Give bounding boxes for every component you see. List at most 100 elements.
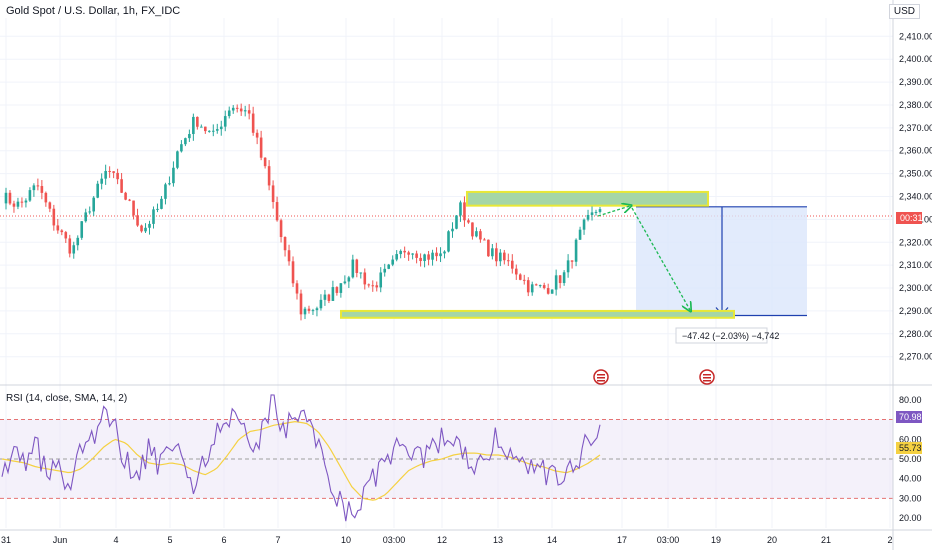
candle-body — [132, 200, 135, 216]
projection-arrow-down — [631, 207, 690, 310]
time-tick-label: 4 — [113, 535, 118, 545]
price-tick-label: 2,270.00 — [899, 352, 932, 362]
candle — [148, 220, 151, 235]
price-tick-label: 2,320.00 — [899, 237, 932, 247]
candle-body — [20, 201, 24, 203]
candle-body — [16, 201, 20, 207]
candle — [538, 284, 542, 288]
candle — [399, 249, 402, 259]
candle-body — [451, 228, 454, 232]
candle-body — [267, 166, 271, 186]
candle — [211, 124, 215, 137]
candle — [518, 273, 522, 281]
candle-body — [60, 230, 64, 233]
time-tick-label: 7 — [275, 535, 280, 545]
candle-body — [72, 245, 76, 254]
candle — [180, 140, 183, 153]
candle — [259, 130, 263, 161]
candle-body — [423, 254, 426, 262]
support-zone — [340, 309, 735, 319]
chart-title: Gold Spot / U.S. Dollar, 1h, FX_IDC — [6, 5, 181, 17]
candle — [24, 198, 28, 208]
candle-body — [136, 215, 139, 226]
candle — [84, 208, 88, 223]
candle — [152, 206, 155, 229]
us-flag-icon[interactable] — [699, 369, 715, 385]
candle — [499, 249, 502, 267]
time-tick-label: 21 — [821, 535, 831, 545]
candle — [68, 234, 72, 258]
candle-body — [315, 308, 319, 311]
candle — [471, 222, 474, 240]
candle — [586, 209, 590, 222]
candle — [192, 113, 195, 141]
candle-body — [287, 250, 291, 262]
candle-body — [351, 259, 355, 278]
candle — [578, 226, 582, 240]
candle-body — [427, 254, 430, 260]
candle-body — [319, 299, 323, 309]
target-label-box — [675, 327, 768, 344]
candle-body — [243, 110, 247, 112]
candle — [503, 249, 506, 265]
candle-body — [247, 110, 251, 114]
candle-body — [279, 220, 283, 238]
candle-body — [355, 259, 359, 273]
candle-body — [447, 231, 450, 252]
candle-body — [483, 239, 486, 241]
candle — [239, 103, 243, 116]
candle-body — [363, 272, 367, 285]
candle-body — [184, 138, 187, 145]
candle — [554, 269, 558, 296]
candle-body — [510, 260, 514, 269]
candle-body — [128, 199, 131, 201]
us-flag-icon[interactable] — [593, 369, 609, 385]
candle-body — [112, 171, 115, 173]
candle — [343, 275, 347, 285]
candle — [227, 106, 231, 119]
candle-body — [339, 283, 343, 293]
rsi-tick-label: 40.00 — [899, 474, 922, 484]
candle-body — [100, 178, 103, 184]
candle-body — [208, 130, 211, 132]
candle — [40, 180, 44, 200]
candle-body — [534, 284, 538, 286]
price-tick-label: 2,390.00 — [899, 77, 932, 87]
candle-body — [215, 129, 219, 131]
candle — [558, 275, 562, 289]
candle — [439, 247, 442, 263]
candle-body — [503, 252, 506, 261]
current-price-label: 00:31 — [900, 213, 923, 223]
currency-button[interactable]: USD — [888, 4, 920, 19]
time-tick-label: 03:00 — [383, 535, 406, 545]
candle-body — [48, 202, 52, 209]
candle — [176, 150, 179, 170]
candle — [247, 104, 251, 120]
candle — [267, 160, 271, 191]
candle-body — [96, 183, 99, 198]
candle — [387, 263, 391, 270]
time-tick-label: 12 — [437, 535, 447, 545]
candle-body — [116, 172, 119, 180]
candle — [20, 197, 24, 208]
time-tick-label: Jun — [53, 535, 68, 545]
candle — [295, 280, 299, 300]
candle-body — [4, 192, 8, 204]
candle-body — [176, 151, 179, 168]
candle-body — [407, 252, 410, 255]
candle-body — [251, 113, 255, 133]
time-tick-label: 10 — [341, 535, 351, 545]
time-tick-label: 31 — [1, 535, 11, 545]
candle — [530, 281, 534, 296]
candle — [335, 286, 339, 296]
candle-body — [164, 184, 167, 199]
candle-body — [275, 202, 279, 221]
candle — [16, 197, 20, 210]
candle — [156, 203, 159, 213]
candle-body — [479, 231, 482, 240]
candle-body — [487, 239, 490, 257]
candle-body — [188, 134, 191, 139]
candle — [526, 277, 530, 297]
